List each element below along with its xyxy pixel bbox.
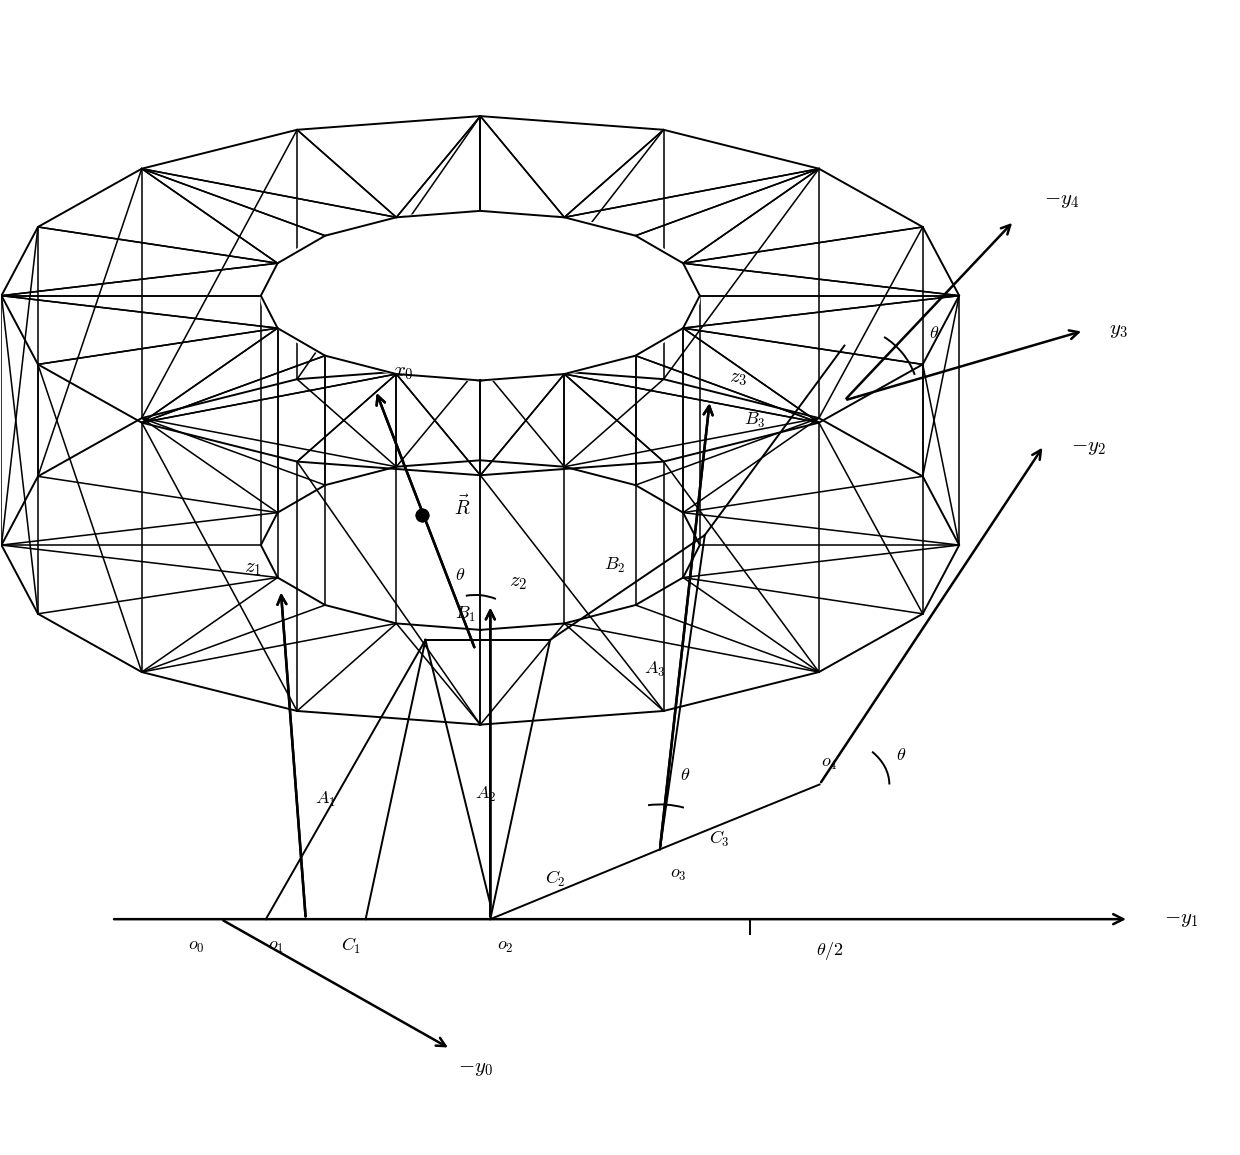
Text: $o_1$: $o_1$: [268, 937, 284, 955]
Text: $\theta$: $\theta$: [929, 323, 940, 342]
Text: $-y_4$: $-y_4$: [1044, 192, 1079, 210]
Text: $-y_2$: $-y_2$: [1071, 438, 1106, 457]
Text: $z_1$: $z_1$: [244, 559, 262, 578]
Ellipse shape: [260, 211, 699, 380]
Text: $\theta$: $\theta$: [455, 566, 465, 584]
Text: $\vec{R}$: $\vec{R}$: [454, 495, 471, 520]
Text: $x_0$: $x_0$: [393, 363, 414, 382]
Text: $z_2$: $z_2$: [510, 574, 527, 593]
Text: $\theta$: $\theta$: [680, 766, 689, 783]
Text: $o_3$: $o_3$: [670, 865, 686, 884]
Text: $o_0$: $o_0$: [187, 937, 205, 955]
Text: $B_2$: $B_2$: [604, 556, 626, 574]
Text: $A_1$: $A_1$: [315, 790, 336, 808]
Text: $o_4$: $o_4$: [821, 753, 838, 772]
Text: $\theta/2$: $\theta/2$: [816, 940, 843, 962]
Text: $\theta$: $\theta$: [897, 746, 906, 763]
Text: $B_3$: $B_3$: [744, 411, 765, 430]
Text: $C_2$: $C_2$: [544, 870, 565, 889]
Text: $C_1$: $C_1$: [341, 936, 361, 956]
Text: $-y_1$: $-y_1$: [1163, 910, 1198, 929]
Text: $o_2$: $o_2$: [497, 937, 513, 955]
Text: $-y_0$: $-y_0$: [458, 1059, 494, 1079]
Text: $C_3$: $C_3$: [709, 829, 730, 849]
Text: $B_1$: $B_1$: [455, 605, 476, 625]
Text: $y_3$: $y_3$: [1109, 321, 1127, 340]
Text: $A_3$: $A_3$: [645, 661, 666, 679]
Text: $z_3$: $z_3$: [729, 368, 746, 388]
Text: $A_2$: $A_2$: [475, 785, 496, 804]
